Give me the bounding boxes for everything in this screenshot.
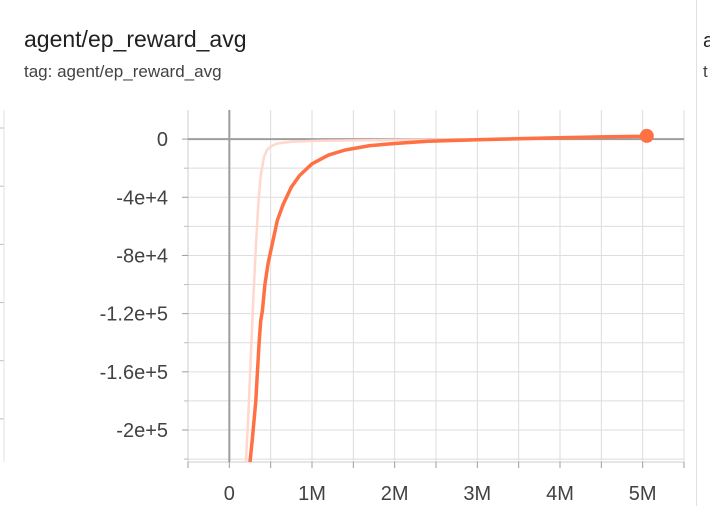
plot-area <box>244 128 654 462</box>
left-edge-ticks <box>0 110 5 462</box>
x-tick-label: 0 <box>224 483 235 505</box>
x-axis-ticks: 0 1M 2M 3M 4M 5M <box>187 462 685 505</box>
x-tick-label: 1M <box>298 483 326 505</box>
series-endpoint-marker <box>639 128 654 143</box>
y-tick-label: -2e+5 <box>116 420 168 442</box>
y-tick-label: -1.6e+5 <box>100 362 168 384</box>
smoothed-series-line <box>248 134 647 462</box>
x-tick-label: 2M <box>381 483 409 505</box>
y-tick-label: -8e+4 <box>116 245 168 267</box>
chart-tag: tag: agent/ep_reward_avg <box>24 62 222 81</box>
raw-series-line <box>244 134 647 462</box>
next-card-subtitle-fragment: t <box>703 62 708 81</box>
x-tick-label: 3M <box>463 483 491 505</box>
x-tick-label: 5M <box>629 483 657 505</box>
y-tick-label: -4e+4 <box>116 187 168 209</box>
next-chart-card-edge: a t <box>696 0 710 506</box>
next-card-title-fragment: a <box>703 30 710 53</box>
y-tick-label: 0 <box>157 129 168 151</box>
y-axis-ticks: 0 -4e+4 -8e+4 -1.2e+5 -1.6e+5 -2e+5 <box>100 129 188 460</box>
y-tick-label: -1.2e+5 <box>100 304 168 326</box>
x-tick-label: 4M <box>546 483 574 505</box>
chart-title: agent/ep_reward_avg <box>24 26 247 52</box>
